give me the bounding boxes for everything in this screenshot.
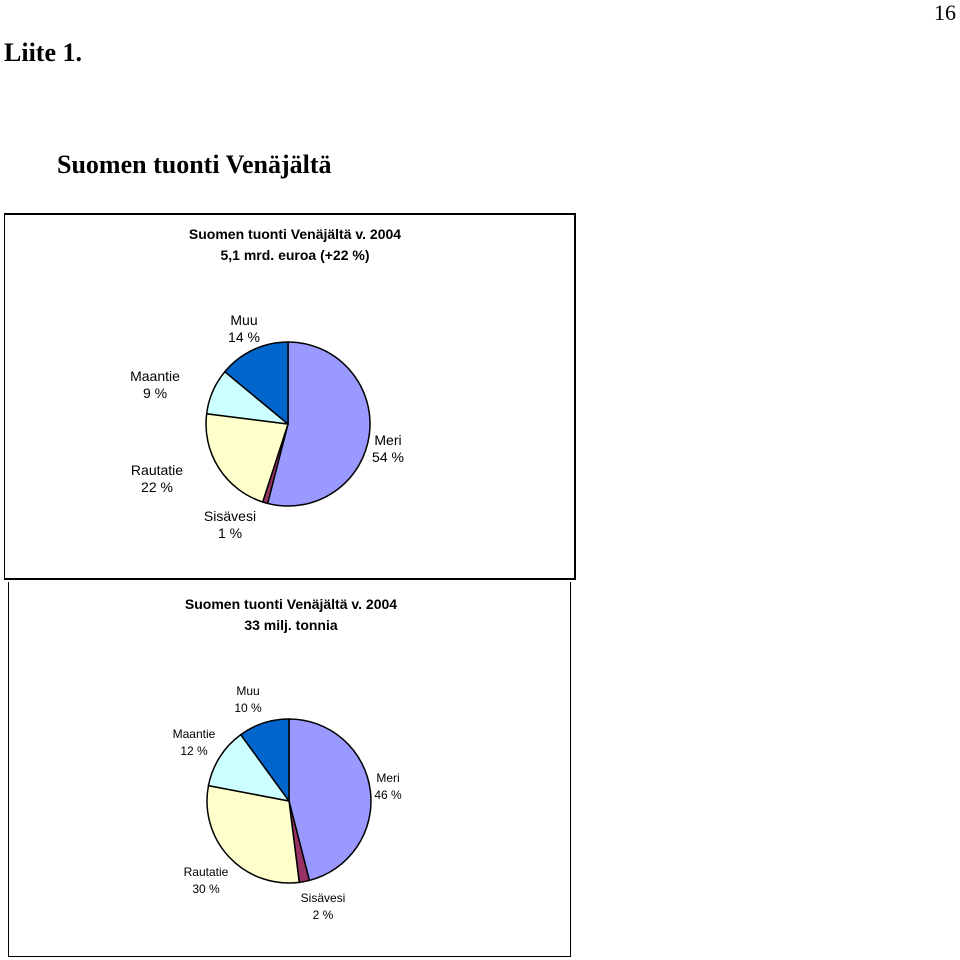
slice-label-maantie: Maantie 12 % [173,727,216,758]
slice-label-sisavesi: Sisävesi 2 % [301,891,346,922]
slice-label-meri: Meri 46 % [374,771,402,802]
value-pie-chart: Suomen tuonti Venäjältä v. 2004 5,1 mrd. … [4,213,576,580]
pie-slice-rautatie [205,412,289,503]
slice-label-sisavesi: Sisävesi 1 % [204,508,256,541]
slice-label-muu: Muu 14 % [228,312,260,345]
slice-label-rautatie: Rautatie 22 % [131,462,183,495]
chart-subtitle: 33 milj. tonnia [244,617,338,633]
chart-title: Suomen tuonti Venäjältä v. 2004 [185,596,397,612]
pie-slice-muu [240,718,290,802]
pie-slice-maantie [207,733,290,802]
slice-label-rautatie: Rautatie 30 % [184,865,229,896]
pie-slice-meri [288,718,372,882]
appendix-label: Liite 1. [4,38,82,67]
pie-slice-meri [266,341,371,507]
section-heading: Suomen tuonti Venäjältä [57,150,332,179]
slice-label-maantie: Maantie 9 % [130,368,180,401]
page-number: 16 [934,0,956,25]
slice-label-meri: Meri 54 % [372,432,404,465]
pie-slice-muu [224,341,289,425]
tonnage-pie-svg: Suomen tuonti Venäjältä v. 2004 33 milj. … [173,596,402,922]
value-pie-svg: Suomen tuonti Venäjältä v. 2004 5,1 mrd. … [130,226,404,541]
pie-slice-rautatie [206,784,301,884]
slice-label-muu: Muu 10 % [234,684,262,715]
chart-subtitle: 5,1 mrd. euroa (+22 %) [220,247,369,263]
chart-title: Suomen tuonti Venäjältä v. 2004 [189,226,401,242]
tonnage-pie-chart: Suomen tuonti Venäjältä v. 2004 33 milj. … [8,582,571,957]
